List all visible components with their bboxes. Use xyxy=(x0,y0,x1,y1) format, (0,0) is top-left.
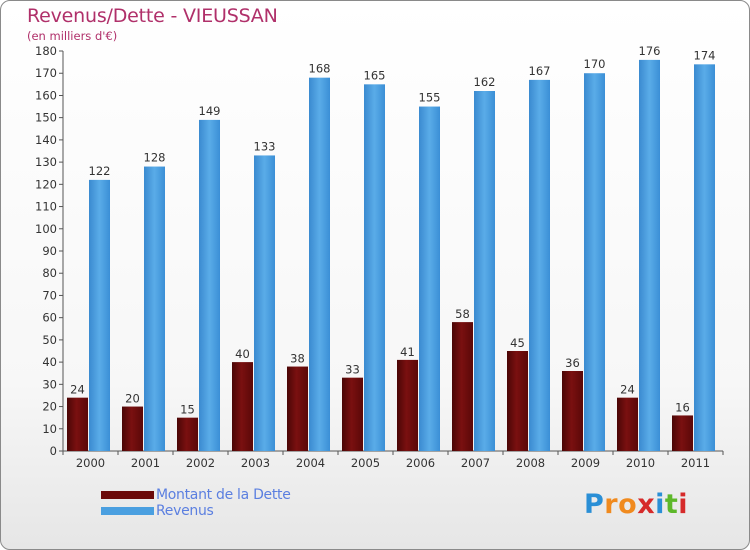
proxiti-logo: Proxiti xyxy=(584,489,689,520)
bar-revenue-2000 xyxy=(89,179,110,451)
x-tick-label-2002: 2002 xyxy=(186,456,215,470)
data-label-revenue-2010: 176 xyxy=(639,44,661,58)
bar-revenue-2008 xyxy=(529,79,550,451)
chart-subtitle: (en milliers d'€) xyxy=(27,29,118,43)
data-label-debt-2009: 36 xyxy=(565,356,580,370)
data-label-revenue-2000: 122 xyxy=(89,164,111,178)
y-tick-label: 40 xyxy=(42,355,57,369)
x-tick-label-2011: 2011 xyxy=(681,456,710,470)
y-tick-label: 180 xyxy=(35,44,57,58)
y-tick-label: 60 xyxy=(42,311,57,325)
y-tick-label: 10 xyxy=(42,422,57,436)
y-tick-label: 30 xyxy=(42,377,57,391)
data-label-revenue-2003: 133 xyxy=(254,139,276,153)
data-label-revenue-2001: 128 xyxy=(144,151,166,165)
y-tick-label: 140 xyxy=(35,133,57,147)
bar-debt-2006 xyxy=(397,359,418,451)
y-tick-label: 170 xyxy=(35,66,57,80)
data-label-debt-2010: 24 xyxy=(620,383,635,397)
data-label-revenue-2002: 149 xyxy=(199,104,221,118)
bar-debt-2007 xyxy=(452,322,473,451)
legend-item-debt: Montant de la Dette xyxy=(101,487,291,503)
data-label-debt-2004: 38 xyxy=(290,352,305,366)
y-tick-label: 70 xyxy=(42,288,57,302)
data-label-revenue-2004: 168 xyxy=(309,62,331,76)
x-tick-label-2007: 2007 xyxy=(461,456,490,470)
data-label-revenue-2011: 174 xyxy=(694,48,716,62)
data-label-revenue-2009: 170 xyxy=(584,57,606,71)
data-label-debt-2011: 16 xyxy=(675,400,690,414)
bar-debt-2003 xyxy=(232,362,253,451)
bar-debt-2009 xyxy=(562,371,583,451)
y-tick-label: 110 xyxy=(35,200,57,214)
bar-debt-2001 xyxy=(122,406,143,451)
data-label-debt-2001: 20 xyxy=(125,392,140,406)
bar-debt-2011 xyxy=(672,415,693,451)
x-tick-label-2006: 2006 xyxy=(406,456,435,470)
bar-revenue-2002 xyxy=(199,119,220,451)
x-tick-label-2000: 2000 xyxy=(76,456,105,470)
y-tick-label: 20 xyxy=(42,400,57,414)
data-label-revenue-2006: 155 xyxy=(419,91,441,105)
y-tick-label: 160 xyxy=(35,88,57,102)
data-label-revenue-2007: 162 xyxy=(474,75,496,89)
bar-revenue-2010 xyxy=(639,59,660,452)
x-tick-label-2010: 2010 xyxy=(626,456,655,470)
bar-revenue-2011 xyxy=(694,64,715,452)
y-tick-label: 50 xyxy=(42,333,57,347)
legend-label-debt: Montant de la Dette xyxy=(156,487,291,503)
bar-debt-2008 xyxy=(507,351,528,451)
bar-revenue-2003 xyxy=(254,155,275,451)
bar-revenue-2001 xyxy=(144,166,165,452)
legend-swatch-debt xyxy=(101,491,154,499)
y-tick-label: 100 xyxy=(35,222,57,236)
x-tick-label-2008: 2008 xyxy=(516,456,545,470)
data-label-debt-2005: 33 xyxy=(345,363,360,377)
labels-layer: 2412220128151494013338168331654115558162… xyxy=(70,44,715,417)
x-tick-label-2005: 2005 xyxy=(351,456,380,470)
chart-title: Revenus/Dette - VIEUSSAN xyxy=(27,5,278,27)
x-tick-label-2004: 2004 xyxy=(296,456,325,470)
bar-debt-2010 xyxy=(617,397,638,451)
x-tick-label-2001: 2001 xyxy=(131,456,160,470)
bar-debt-2005 xyxy=(342,377,363,451)
legend-label-revenue: Revenus xyxy=(156,503,214,519)
bar-revenue-2009 xyxy=(584,73,605,451)
y-tick-label: 120 xyxy=(35,177,57,191)
bar-revenue-2006 xyxy=(419,106,440,452)
data-label-debt-2006: 41 xyxy=(400,345,415,359)
bar-debt-2004 xyxy=(287,366,308,451)
legend: Montant de la Dette Revenus xyxy=(101,487,291,519)
bar-debt-2000 xyxy=(67,397,88,451)
y-tick-label: 80 xyxy=(42,266,57,280)
bar-debt-2002 xyxy=(177,417,198,451)
data-label-revenue-2008: 167 xyxy=(529,64,551,78)
bar-revenue-2007 xyxy=(474,91,495,451)
y-tick-label: 130 xyxy=(35,155,57,169)
y-tick-label: 90 xyxy=(42,244,57,258)
data-label-debt-2002: 15 xyxy=(180,403,195,417)
legend-item-revenue: Revenus xyxy=(101,503,291,519)
bar-revenue-2005 xyxy=(364,84,385,451)
data-label-revenue-2005: 165 xyxy=(364,68,386,82)
y-tick-label: 0 xyxy=(50,444,57,458)
bar-revenue-2004 xyxy=(309,77,330,452)
axes: 0 10 20 30 40 50 60 70 80 90 100 110 120 130 140 150 160… xyxy=(35,44,724,470)
x-tick-label-2009: 2009 xyxy=(571,456,600,470)
data-label-debt-2003: 40 xyxy=(235,347,250,361)
data-label-debt-2008: 45 xyxy=(510,336,525,350)
x-tick-label-2003: 2003 xyxy=(241,456,270,470)
y-tick-label: 150 xyxy=(35,111,57,125)
legend-swatch-revenue xyxy=(101,507,154,515)
data-label-debt-2000: 24 xyxy=(70,383,85,397)
data-label-debt-2007: 58 xyxy=(455,307,470,321)
bars-layer xyxy=(67,59,715,452)
